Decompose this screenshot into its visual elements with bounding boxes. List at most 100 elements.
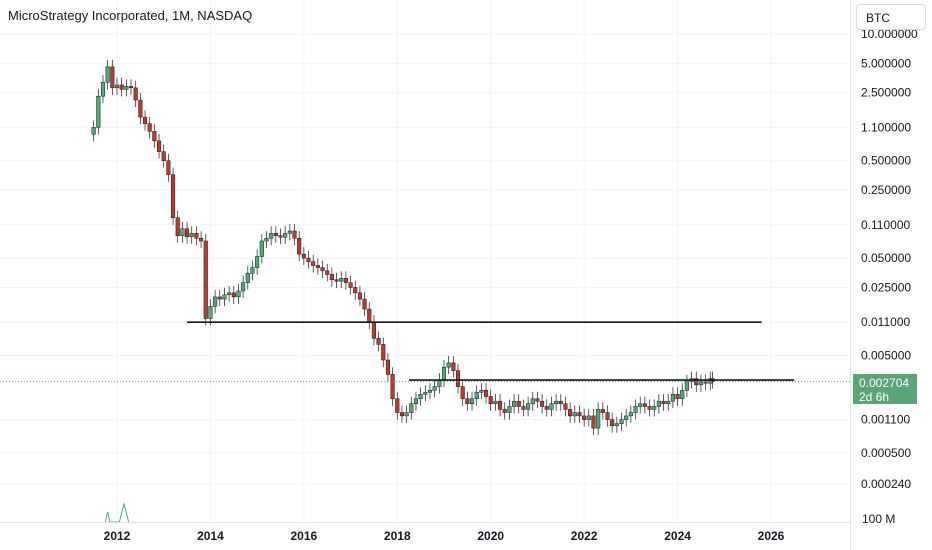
symbol-name: MicroStrategy Incorporated: [8, 8, 165, 23]
candle-body: [236, 290, 241, 298]
candle-body: [213, 296, 218, 307]
candle-body: [451, 362, 456, 371]
candle-body: [343, 278, 348, 283]
candle-body: [652, 406, 657, 410]
grid: [0, 0, 850, 522]
x-tick-label: 2014: [197, 529, 224, 543]
x-axis: 2012 2014 2016 2018 2020 2022 2024 2026: [104, 529, 785, 543]
y-tick-label: 2.500000: [861, 86, 911, 100]
chart-title: MicroStrategy Incorporated, 1M, NASDAQ: [8, 8, 252, 23]
candle-body: [572, 412, 577, 417]
candle-body: [297, 238, 302, 255]
candle-body: [185, 228, 190, 237]
candle-body: [647, 406, 652, 410]
candlestick-series: [91, 59, 715, 436]
y-tick-label: 5.000000: [861, 56, 911, 70]
price-axis[interactable]: 10.000000 5.000000 2.500000 1.100000 0.50000…: [851, 0, 932, 550]
candle-body: [166, 160, 171, 175]
volume-axis-label: 100 M: [862, 512, 896, 526]
candle-body: [558, 400, 563, 404]
y-tick-label: 0.050000: [861, 251, 911, 265]
candle-body: [698, 381, 703, 386]
candle-body: [516, 400, 521, 407]
candle-body: [610, 419, 615, 427]
volume-pane-separator: [0, 522, 850, 523]
y-tick-label: 0.011000: [861, 315, 910, 329]
candle-body: [110, 66, 115, 89]
candle-body: [381, 344, 386, 361]
candle-body: [563, 403, 568, 410]
candle-body: [554, 400, 559, 404]
y-tick-label: 0.500000: [861, 154, 911, 168]
candle-body: [666, 400, 671, 404]
candle-body: [147, 123, 152, 132]
candle-body: [269, 233, 274, 239]
candle-body: [493, 400, 498, 404]
candle-body: [287, 230, 292, 234]
candle-body: [362, 298, 367, 310]
candle-body: [292, 230, 297, 239]
candle-body: [530, 398, 535, 404]
candle-body: [180, 228, 185, 236]
price-chart[interactable]: 2012 2014 2016 2018 2020 2022 2024 2026: [0, 0, 850, 550]
candle-body: [521, 406, 526, 410]
candle-body: [273, 233, 278, 236]
candle-body: [441, 366, 447, 381]
candle-body: [259, 240, 264, 257]
candle-body: [371, 321, 376, 339]
candle-body: [596, 409, 601, 429]
candle-body: [684, 381, 689, 391]
candle-body: [194, 233, 199, 239]
horizontal-lines: [0, 321, 850, 383]
candle-body: [577, 412, 582, 417]
compare-symbol: BTC: [866, 11, 890, 25]
candle-body: [334, 279, 339, 282]
candle-body: [96, 95, 101, 128]
candle-body: [128, 86, 134, 89]
candle-body: [502, 409, 507, 413]
candle-body: [278, 235, 283, 238]
candle-body: [568, 409, 573, 417]
candle-body: [535, 398, 540, 402]
y-tick-label: 0.005000: [861, 349, 911, 363]
candle-body: [512, 400, 517, 407]
y-tick-label: 0.110000: [861, 218, 910, 232]
candle-body: [306, 257, 311, 262]
candle-body: [479, 390, 484, 393]
candle-body: [161, 151, 166, 161]
candle-body: [638, 403, 643, 407]
candle-body: [600, 409, 605, 413]
candle-body: [409, 403, 414, 413]
candle-body: [404, 412, 409, 417]
candle-body: [526, 403, 531, 410]
candle-body: [656, 400, 661, 407]
candle-body: [624, 415, 629, 420]
countdown: 2d 6h: [859, 390, 890, 404]
candle-body: [614, 423, 619, 427]
candle-body: [311, 261, 316, 266]
compare-symbol-box[interactable]: BTC: [856, 4, 926, 30]
candle-body: [353, 287, 358, 294]
candle-body: [670, 394, 675, 402]
candle-body: [540, 400, 545, 407]
candle-body: [619, 419, 624, 424]
candle-body: [586, 415, 591, 420]
candle-body: [418, 394, 423, 400]
chart-area[interactable]: 2012 2014 2016 2018 2020 2022 2024 2026: [0, 0, 850, 543]
candle-body: [152, 131, 157, 142]
candle-body: [469, 398, 475, 404]
x-tick-label: 2020: [477, 529, 504, 543]
candle-body: [320, 267, 325, 272]
candle-body: [432, 386, 437, 391]
y-tick-label: 0.000500: [861, 446, 911, 460]
candle-body: [217, 296, 222, 300]
candle-body: [395, 398, 400, 413]
candle-body: [661, 400, 666, 404]
candle-body: [156, 140, 162, 152]
x-tick-label: 2024: [664, 529, 691, 543]
interval-exchange: , 1M, NASDAQ: [164, 8, 253, 23]
x-tick-label: 2022: [571, 529, 598, 543]
candle-body: [483, 390, 489, 397]
candle-body: [245, 272, 250, 283]
candle-body: [413, 398, 419, 404]
